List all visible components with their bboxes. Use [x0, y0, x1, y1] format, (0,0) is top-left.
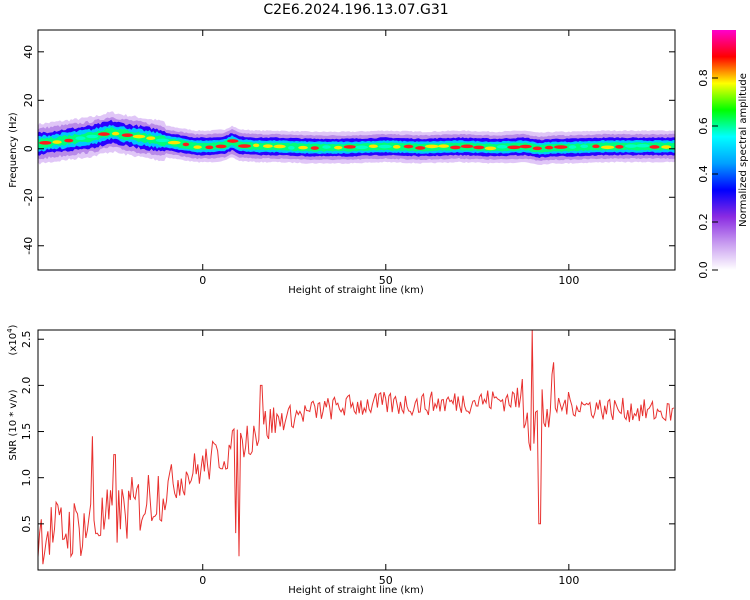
spectrogram-hotspot — [310, 146, 319, 150]
colorbar-tick-label: 0.6 — [697, 117, 710, 135]
snr-y-tick-label: 1.0 — [20, 469, 33, 487]
colorbar-ticks: 0.0 0.2 0.4 0.6 0.8 — [697, 69, 718, 279]
spectrogram-heatmap — [38, 111, 675, 165]
spectrogram-hotspot — [473, 145, 485, 150]
spectrogram-hotspot — [615, 145, 624, 149]
snr-frame — [37, 329, 676, 571]
spectrogram-hotspot — [121, 133, 134, 137]
spectrogram-ticks: 0 50 100 -40 -20 0 20 40 — [22, 30, 675, 287]
spectrogram-y-tick-label: 20 — [22, 93, 35, 107]
spectrogram-hotspot — [253, 143, 260, 148]
spectrogram-hotspot — [75, 136, 86, 141]
spectrogram-hotspot — [484, 146, 497, 151]
spectrogram-hotspot — [262, 144, 273, 148]
snr-x-tick-label: 0 — [199, 574, 206, 587]
colorbar-gradient — [712, 30, 736, 270]
colorbar-tick-label: 0.0 — [697, 261, 710, 279]
spectrogram-hotspot — [496, 144, 508, 149]
colorbar-label: Normalized spectral amplitude — [738, 73, 749, 227]
spectrogram-hotspot — [532, 146, 543, 151]
spectrogram-hotspot — [519, 144, 532, 149]
snr-scale-exponent: 4 — [6, 328, 14, 333]
spectrogram-hotspot — [378, 144, 392, 149]
spectrogram-hotspot — [600, 145, 615, 150]
spectrogram-hotspot — [636, 143, 650, 148]
spectrogram-y-tick-label: -20 — [22, 188, 35, 206]
colorbar-tick-label: 0.2 — [697, 213, 710, 231]
spectrogram-hotspot — [193, 145, 202, 149]
spectrogram-hotspot — [86, 134, 99, 139]
spectrogram-hotspot — [392, 145, 401, 149]
spectrogram-hotspot — [39, 141, 52, 145]
spectrogram-y-axis-label: Frequency (Hz) — [8, 112, 19, 188]
spectrogram-hotspot — [592, 144, 600, 149]
colorbar-tick-label: 0.4 — [697, 165, 710, 183]
spectrogram-hotspot — [415, 146, 426, 150]
snr-scale-suffix: ) — [8, 324, 19, 328]
snr-scale-prefix: (x10 — [8, 333, 19, 356]
spectrogram-y-tick-label: -40 — [22, 237, 35, 255]
spectrogram-hotspot — [227, 139, 239, 143]
snr-panel: 0 50 100 0.5 1.0 1.5 2.0 2.5 Height of straight… — [6, 324, 676, 596]
spectrogram-x-tick-label: 100 — [558, 274, 579, 287]
spectrogram-hotspot — [273, 144, 286, 149]
spectrogram-hotspot — [343, 145, 357, 149]
spectrogram-hotspot — [403, 144, 414, 149]
spectrogram-hotspot — [507, 145, 521, 150]
snr-x-tick-label: 100 — [558, 574, 579, 587]
spectrogram-hotspot — [155, 138, 170, 143]
snr-series-line — [38, 330, 675, 565]
snr-scale-factor: (x104) — [6, 324, 19, 355]
spectrogram-panel: 0 50 100 -40 -20 0 20 40 Height of straight lin… — [8, 29, 676, 296]
spectrogram-hotspot — [298, 145, 308, 150]
snr-y-axis-label: SNR (10 * v/v) — [8, 389, 19, 460]
snr-x-tick-label: 50 — [379, 574, 393, 587]
spectrogram-hotspot — [167, 140, 181, 145]
spectrogram-hotspot — [146, 136, 156, 141]
spectrogram-x-tick-label: 0 — [199, 274, 206, 287]
spectrogram-hotspot — [322, 145, 331, 149]
spectrogram-hotspot — [649, 145, 660, 149]
spectrogram-hotspot — [368, 144, 378, 149]
spectrogram-x-tick-label: 50 — [379, 274, 393, 287]
spectrogram-hotspot — [205, 145, 214, 150]
spectrogram-hotspot — [449, 145, 461, 150]
spectrogram-hotspot — [625, 144, 638, 148]
spectrogram-hotspot — [460, 144, 474, 149]
spectrogram-hotspot — [438, 144, 450, 148]
colorbar-tick-label: 0.8 — [697, 69, 710, 87]
spectrogram-hotspot — [64, 138, 74, 143]
spectrogram-hotspot — [215, 144, 227, 149]
spectrogram-hotspot — [580, 144, 589, 149]
spectrogram-hotspot — [97, 132, 110, 136]
snr-x-axis-label: Height of straight line (km) — [288, 585, 424, 596]
snr-y-tick-label: 2.5 — [20, 330, 33, 348]
spectrogram-frame — [37, 29, 676, 271]
snr-ticks: 0 50 100 0.5 1.0 1.5 2.0 2.5 — [20, 330, 675, 587]
snr-y-tick-label: 2.0 — [20, 377, 33, 395]
spectrogram-hotspot — [544, 145, 554, 150]
spectrogram-hotspot — [182, 142, 190, 147]
snr-y-tick-label: 1.5 — [20, 423, 33, 441]
spectrogram-hotspot — [288, 146, 295, 150]
figure-title: C2E6.2024.196.13.07.G31 — [263, 2, 448, 18]
spectrogram-y-tick-label: 0 — [22, 145, 35, 152]
spectrogram-hotspot — [355, 145, 368, 150]
spectrogram-hotspot — [554, 145, 568, 149]
spectrogram-hotspot — [111, 131, 120, 136]
spectrogram-hotspot — [132, 134, 146, 139]
spectrogram-hotspot — [334, 145, 343, 150]
spectrogram-hotspot — [661, 145, 672, 149]
spectrogram-hotspot — [52, 140, 62, 144]
spectrogram-y-tick-label: 40 — [22, 45, 35, 59]
snr-y-tick-label: 0.5 — [20, 515, 33, 533]
spectrogram-hotspot — [425, 144, 439, 149]
spectrogram-hotspot — [568, 145, 577, 149]
spectrogram-x-axis-label: Height of straight line (km) — [288, 285, 424, 296]
spectrogram-hotspot — [237, 144, 251, 148]
colorbar: 0.0 0.2 0.4 0.6 0.8 Normalized spectral ampl… — [697, 30, 749, 279]
